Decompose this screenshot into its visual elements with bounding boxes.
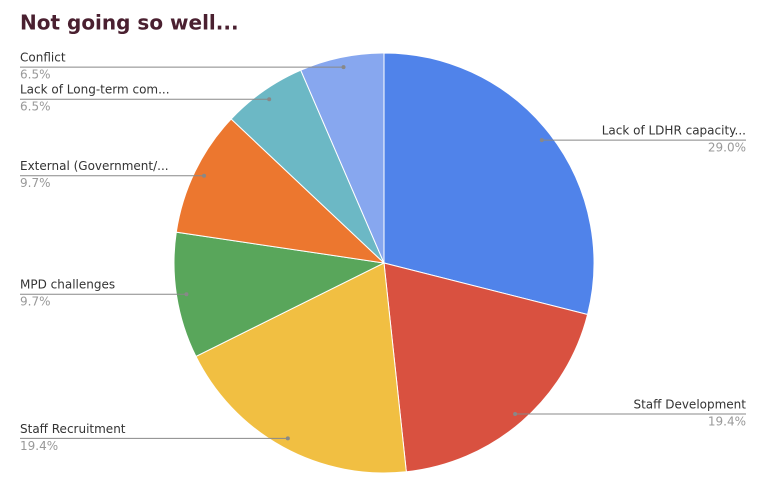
- pie-slice: [383, 262, 589, 473]
- slice-label: MPD challenges: [20, 278, 115, 292]
- slice-label: Lack of Long-term com...: [20, 83, 170, 97]
- slice-label: Conflict: [20, 51, 66, 65]
- leader-dot: [202, 173, 207, 178]
- pie-slice: [173, 231, 386, 358]
- value-label: 6.5%: [20, 100, 51, 114]
- leader-dot: [184, 292, 189, 297]
- chart-title: Not going so well...: [20, 11, 239, 35]
- slice-label: Staff Development: [633, 398, 746, 412]
- slice-label: External (Government/...: [20, 159, 169, 173]
- value-label: 19.4%: [708, 415, 746, 429]
- value-label: 6.5%: [20, 68, 51, 82]
- pie-slice: [175, 118, 386, 264]
- leader-dot: [513, 412, 518, 417]
- value-label: 9.7%: [20, 295, 51, 309]
- slice-label: Lack of LDHR capacity...: [602, 124, 746, 138]
- value-label: 29.0%: [708, 141, 746, 155]
- leader-dot: [341, 65, 346, 70]
- slice-label: Staff Recruitment: [20, 422, 126, 436]
- value-label: 19.4%: [20, 439, 58, 453]
- pie-slice: [383, 52, 595, 316]
- leader-dot: [285, 436, 290, 441]
- value-label: 9.7%: [20, 176, 51, 190]
- leader-dot: [539, 138, 544, 143]
- pie-slice: [300, 52, 385, 264]
- pie-slice: [195, 262, 407, 474]
- leader-dot: [267, 97, 272, 102]
